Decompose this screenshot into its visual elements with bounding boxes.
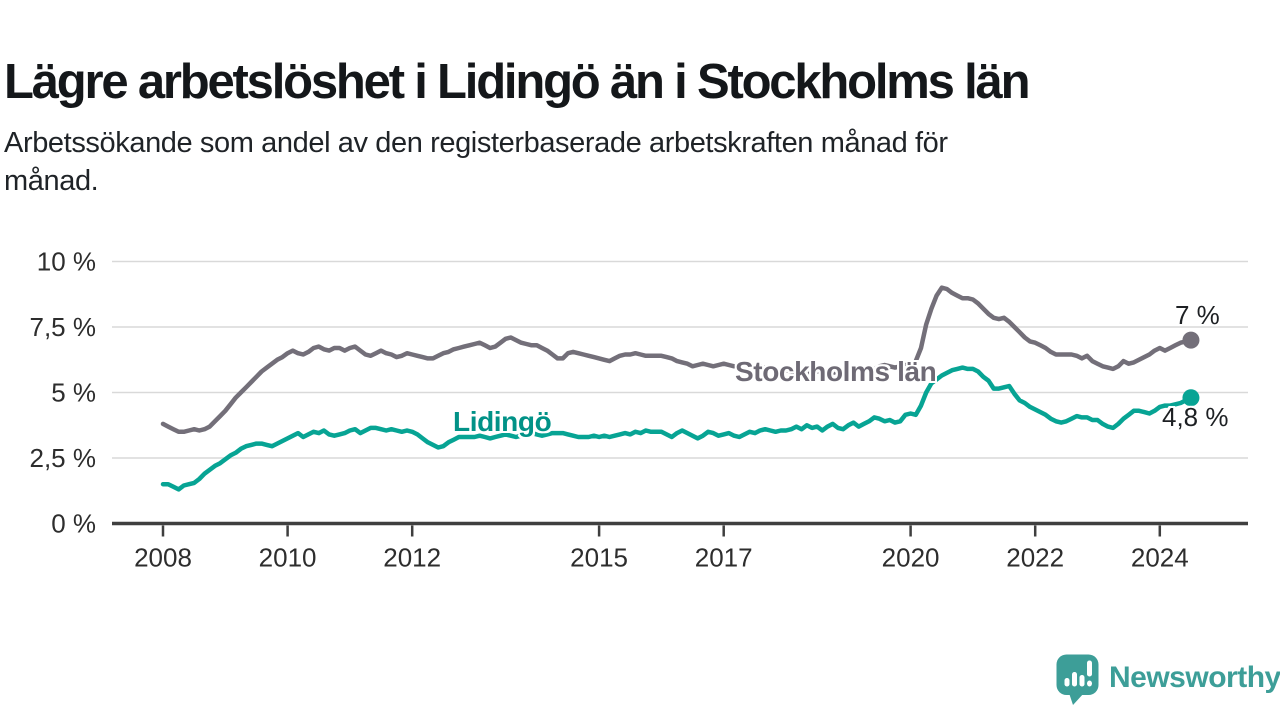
- x-tick-label: 2012: [383, 543, 441, 573]
- y-tick-label: 10 %: [37, 247, 96, 277]
- series-label-stockholms-lan: Stockholms län: [735, 356, 937, 387]
- x-axis-ticks: 2008 2010 2012 2015 2017 2020 2022 2024: [134, 525, 1189, 573]
- gridlines: [112, 260, 1248, 459]
- x-tick-label: 2024: [1131, 543, 1189, 573]
- page-title: Lägre arbetslöshet i Lidingö än i Stockh…: [4, 54, 1031, 109]
- x-tick-label: 2015: [570, 543, 628, 573]
- x-tick-label: 2017: [695, 543, 753, 573]
- newsworthy-logo: Newsworthy: [1056, 654, 1280, 706]
- newsworthy-logo-icon: [1056, 654, 1099, 705]
- y-axis-labels: 0 % 2,5 % 5 % 7,5 % 10 %: [30, 247, 97, 539]
- x-tick-label: 2020: [882, 543, 940, 573]
- y-tick-label: 7,5 %: [30, 312, 97, 342]
- x-tick-label: 2010: [259, 543, 317, 573]
- y-tick-label: 0 %: [51, 509, 96, 539]
- series-label-lidingo: Lidingö: [453, 406, 552, 437]
- newsworthy-logo-text: Newsworthy: [1109, 661, 1280, 694]
- end-value-label-stockholm: 7 %: [1175, 300, 1220, 330]
- subtitle-line-1: Arbetssökande som andel av den registerb…: [4, 127, 948, 159]
- series-line-lidingo: [160, 365, 1194, 492]
- chart-subtitle: Arbetssökande som andel av den registerb…: [4, 124, 1204, 200]
- series-end-dot-lidingo: [1182, 389, 1200, 407]
- series-line-stockholms-lan: [160, 285, 1194, 435]
- x-tick-label: 2008: [134, 543, 192, 573]
- y-tick-label: 5 %: [51, 378, 96, 408]
- subtitle-line-2: månad.: [4, 165, 99, 197]
- end-value-label-lidingo: 4,8 %: [1162, 402, 1229, 432]
- x-tick-label: 2022: [1006, 543, 1064, 573]
- series-end-dot-stockholms-lan: [1182, 331, 1200, 349]
- y-tick-label: 2,5 %: [30, 443, 97, 473]
